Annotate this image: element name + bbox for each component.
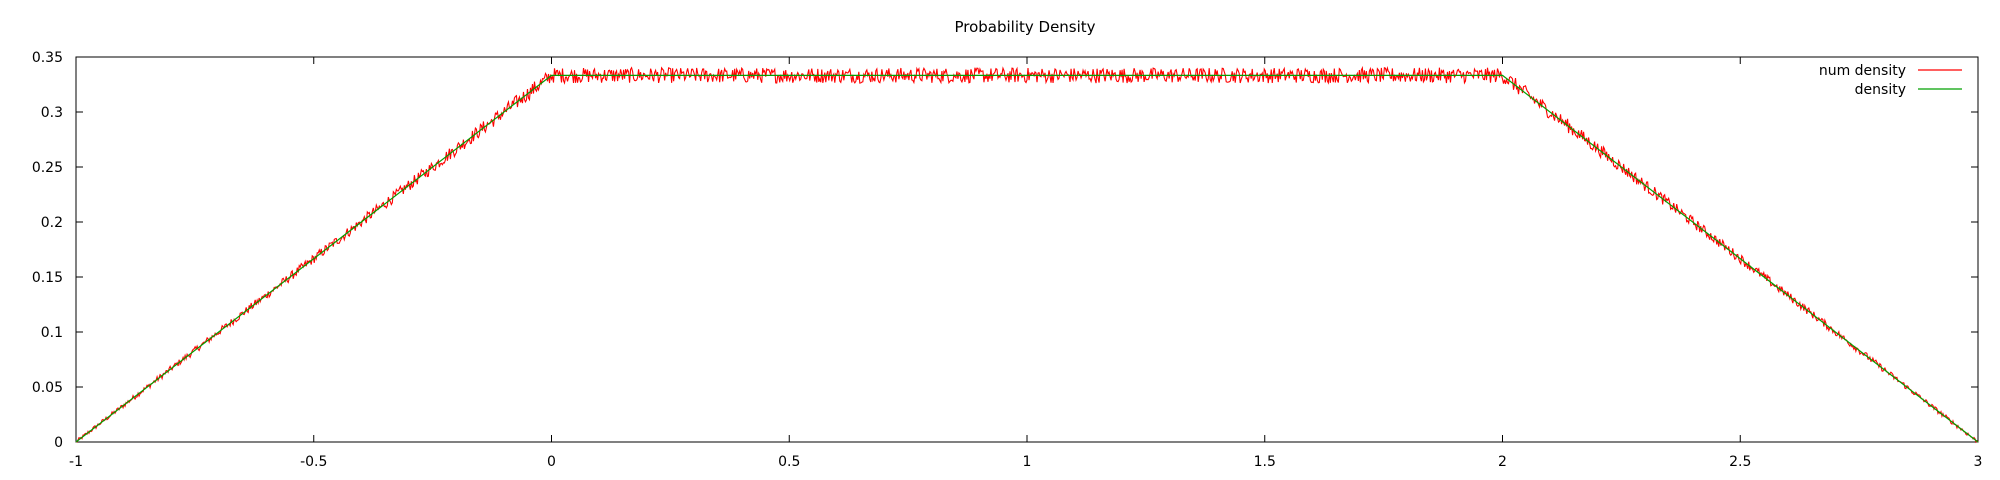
y-tick-label: 0.05	[32, 380, 63, 396]
y-tick-label: 0.1	[41, 325, 63, 341]
legend: num density density	[1819, 63, 1962, 98]
y-axis: 0 0.05 0.1 0.15 0.2 0.25 0.3 0.35	[32, 50, 1978, 451]
y-tick-label: 0	[54, 435, 63, 451]
x-tick-label: 2	[1498, 454, 1507, 470]
x-tick-label: 1.5	[1254, 454, 1276, 470]
chart-title: Probability Density	[954, 18, 1095, 36]
y-tick-label: 0.2	[41, 215, 63, 231]
series-line-density	[75, 74, 1979, 443]
x-tick-label: 3	[1974, 454, 1983, 470]
legend-label: num density	[1819, 63, 1906, 79]
legend-label: density	[1855, 82, 1906, 98]
x-tick-label: 2.5	[1729, 454, 1751, 470]
plot-frame	[75, 56, 1979, 443]
x-tick-label: -0.5	[300, 454, 327, 470]
series-line-num-density	[75, 65, 1979, 444]
x-tick-label: 0.5	[778, 454, 800, 470]
y-tick-label: 0.35	[32, 50, 63, 66]
y-tick-label: 0.3	[41, 105, 63, 121]
y-tick-label: 0.25	[32, 160, 63, 176]
x-axis: -1 -0.5 0 0.5 1 1.5 2 2.5 3	[69, 57, 1982, 470]
x-tick-label: 1	[1023, 454, 1032, 470]
x-tick-label: 0	[547, 454, 556, 470]
series-group	[75, 65, 1979, 444]
x-tick-label: -1	[69, 454, 83, 470]
y-tick-label: 0.15	[32, 270, 63, 286]
